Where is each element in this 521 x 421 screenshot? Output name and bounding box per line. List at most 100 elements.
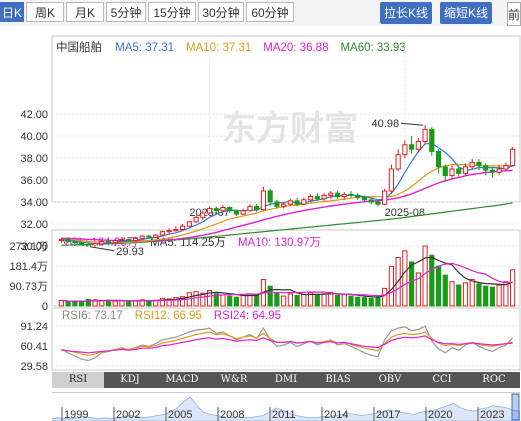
timeframe-tab-3[interactable]: 5分钟 [106, 2, 146, 22]
high-label: 40.98 [372, 118, 400, 130]
vol-ma10-line [61, 262, 513, 302]
volume-bar [456, 284, 462, 307]
main-y-tick-6: 30.00 [20, 241, 48, 253]
volume-bar [334, 294, 341, 307]
volume-bar [274, 292, 280, 307]
volume-bar [99, 300, 105, 307]
volume-bar [220, 294, 226, 307]
extend-kline-button[interactable]: 拉长K线 [380, 2, 432, 24]
timeframe-tab-6[interactable]: 60分钟 [246, 2, 294, 22]
timeframe-toolbar: 日K 周K 月K 5分钟 15分钟 30分钟 60分钟 拉长K线 缩短K线 前 [0, 0, 521, 26]
candle-body [153, 234, 159, 238]
timeline-year-2017: 2017 [376, 409, 400, 421]
timeframe-tab-5[interactable]: 30分钟 [198, 2, 244, 22]
prev-button[interactable]: 前 [507, 2, 521, 26]
indicator-tab-wrr[interactable]: W&R [220, 374, 248, 385]
volume-bar [361, 297, 368, 307]
volume-bar [200, 292, 206, 307]
volume-bar [233, 296, 240, 307]
candle-body [99, 241, 105, 245]
candle-body [233, 210, 240, 215]
timeframe-tab-1[interactable]: 周K [26, 2, 64, 22]
volume-bar [240, 294, 246, 307]
timeframe-tab-0[interactable]: 日K [0, 2, 24, 22]
rsi-label-2: RSI24: 64.95 [213, 310, 282, 322]
candle-body [375, 201, 381, 205]
candle-body [213, 208, 219, 212]
volume-bar [267, 285, 273, 307]
volume-bar [476, 283, 482, 307]
ma-label-3: MA60: 33.93 [340, 42, 406, 54]
timeline-volume-area [52, 396, 520, 421]
timeframe-tab-2[interactable]: 月K [66, 2, 104, 22]
indicator-tab-dmi[interactable]: DMI [274, 374, 298, 385]
ma5-line [61, 142, 513, 245]
volume-bar [301, 294, 307, 307]
volume-bar [449, 281, 455, 307]
candle-body [301, 199, 307, 205]
rsi-label-1: RSI12: 66.95 [134, 310, 202, 322]
candle-body [173, 229, 179, 232]
timeline-year-2020: 2020 [428, 409, 452, 421]
volume-bar [294, 294, 300, 307]
volume-bar [213, 293, 219, 307]
volume-bar [321, 293, 327, 307]
timeframe-tab-4[interactable]: 15分钟 [148, 2, 196, 22]
candle-body [435, 150, 442, 168]
indicator-tab-obv[interactable]: OBV [378, 374, 402, 385]
candle-body [274, 201, 280, 207]
timeline-year-2008: 2008 [220, 409, 244, 421]
ma-label-1: MA10: 37.31 [186, 42, 252, 54]
vol-y-tick-3: 0 [42, 301, 48, 313]
high-annotation-line [401, 122, 424, 126]
candle-body [348, 193, 354, 196]
timeline-navigator[interactable]: 1999 2002 2005 2008 2011 2014 2017 2020 2023 [52, 392, 520, 421]
volume-bar [496, 284, 502, 307]
timeline-selection-handle [511, 393, 520, 421]
volume-bar [368, 297, 374, 307]
candle-body [496, 168, 502, 173]
candle-body [469, 161, 475, 168]
candle-body [449, 168, 455, 177]
ma-label-2: MA20: 36.88 [263, 42, 329, 54]
indicator-tab-cci[interactable]: CCI [432, 374, 452, 385]
low-annotation-line [90, 246, 115, 252]
volume-bar [85, 298, 91, 307]
indicator-tab-kdj[interactable]: KDJ [120, 374, 140, 385]
candle-body [166, 230, 172, 233]
indicator-tab-roc[interactable]: ROC [482, 374, 506, 385]
candle-body [510, 148, 516, 167]
candle-body [281, 203, 287, 207]
rsi-label-0: RSI6: 73.17 [62, 310, 123, 322]
indicator-tab-rsi[interactable]: RSI [52, 372, 104, 388]
volume-bar [180, 296, 186, 307]
volume-bar [307, 292, 314, 307]
candle-body [341, 193, 347, 198]
candle-body [240, 210, 246, 215]
main-y-tick-5: 32.00 [20, 219, 48, 231]
timeline-year-2005: 2005 [168, 409, 192, 421]
candle-body [334, 192, 341, 197]
shorten-kline-button[interactable]: 缩短K线 [440, 2, 492, 24]
candle-body [65, 238, 71, 243]
candle-body [395, 154, 401, 170]
volume-bar [146, 300, 152, 307]
volume-bar [314, 294, 320, 307]
candle-body [119, 238, 125, 241]
volume-bar [469, 279, 475, 307]
main-y-tick-2: 38.00 [20, 153, 48, 165]
vol-y-tick-2: 90.73万 [9, 281, 48, 293]
candle-body [314, 196, 320, 200]
volume-bar [341, 294, 347, 307]
volume-bar [132, 300, 139, 307]
rsi-y-tick-0: 91.24 [20, 321, 48, 333]
indicator-tab-macd[interactable]: MACD [165, 374, 199, 385]
volume-bar [422, 245, 428, 307]
indicator-tab-bias[interactable]: BIAS [325, 374, 351, 385]
candle-body [206, 208, 213, 214]
candle-body [503, 165, 509, 170]
candle-body [368, 199, 374, 203]
volume-bar [483, 285, 489, 307]
candle-body [429, 128, 435, 152]
